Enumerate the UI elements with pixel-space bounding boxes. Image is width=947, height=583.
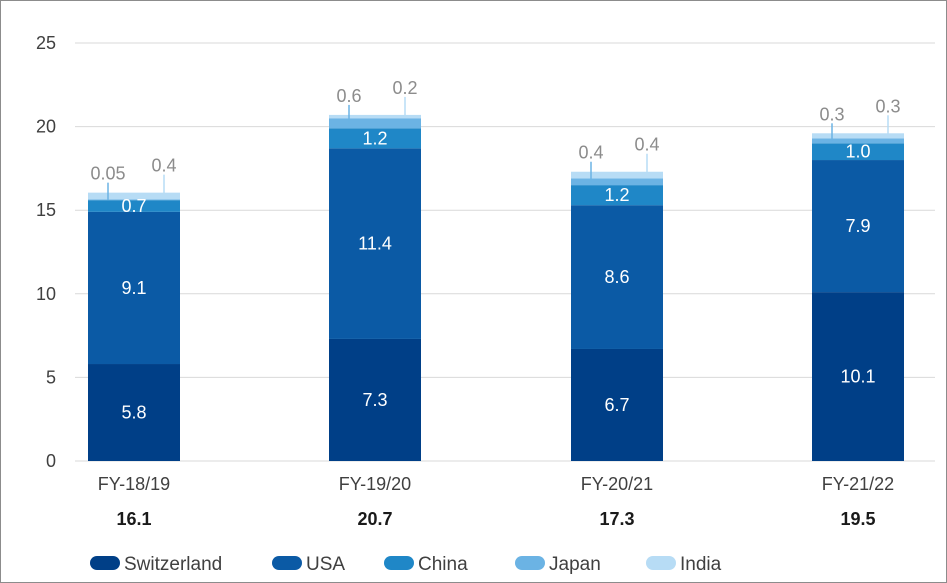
bar-segment: [571, 205, 663, 349]
legend-swatch: [272, 556, 302, 570]
legend-swatch: [90, 556, 120, 570]
bar-segment: [329, 114, 421, 119]
bar-segment: [571, 348, 663, 461]
legend-label: China: [418, 554, 468, 575]
data-label: 1.0: [845, 142, 870, 162]
data-label: 1.2: [362, 128, 387, 148]
data-label: 0.7: [121, 196, 146, 216]
total-label: 16.1: [116, 509, 151, 529]
total-label: 20.7: [357, 509, 392, 529]
bar-segment: [571, 171, 663, 179]
x-tick-label: FY-19/20: [339, 474, 411, 494]
bar-segment: [329, 118, 421, 129]
total-label: 17.3: [599, 509, 634, 529]
y-tick-label: 15: [36, 200, 56, 220]
x-tick-label: FY-18/19: [98, 474, 170, 494]
x-tick-label: FY-21/22: [822, 474, 894, 494]
data-label: 9.1: [121, 278, 146, 298]
data-label: 5.8: [121, 403, 146, 423]
data-label: 11.4: [358, 234, 392, 254]
data-label: 0.3: [875, 96, 900, 116]
data-label: 7.3: [362, 390, 387, 410]
data-label: 0.6: [336, 86, 361, 106]
bar-segment: [329, 128, 421, 149]
data-label: 7.9: [845, 216, 870, 236]
legend-swatch: [384, 556, 414, 570]
data-label: 0.3: [819, 104, 844, 124]
legend-label: India: [680, 554, 722, 575]
data-label: 10.1: [840, 367, 875, 387]
data-label: 0.4: [151, 156, 176, 176]
legend-swatch: [646, 556, 676, 570]
x-tick-label: FY-20/21: [581, 474, 653, 494]
bar-segment: [329, 148, 421, 339]
y-tick-label: 10: [36, 284, 56, 304]
bar-segment: [329, 338, 421, 461]
data-label: 0.05: [90, 164, 125, 184]
legend-label: Switzerland: [124, 554, 222, 575]
data-label: 0.4: [578, 143, 603, 163]
bar-segment: [812, 292, 904, 461]
legend-label: Japan: [549, 554, 601, 575]
bar-segment: [88, 192, 180, 200]
legend-swatch: [515, 556, 545, 570]
bar-segment: [88, 211, 180, 365]
data-label: 8.6: [604, 267, 629, 287]
bar-segment: [812, 143, 904, 161]
data-label: 6.7: [604, 395, 629, 415]
bar-segment: [812, 160, 904, 293]
bar-segment: [571, 178, 663, 186]
legend-label: USA: [306, 554, 345, 575]
bar-segment: [812, 138, 904, 144]
bar-segment: [88, 199, 180, 201]
data-label: 0.2: [392, 78, 417, 98]
y-tick-label: 20: [36, 117, 56, 137]
bar-segment: [812, 133, 904, 139]
bar-segment: [88, 364, 180, 461]
data-label: 0.4: [634, 135, 659, 155]
bar-segment: [88, 200, 180, 212]
data-label: 1.2: [604, 185, 629, 205]
y-tick-label: 0: [46, 451, 56, 471]
y-tick-label: 25: [36, 33, 56, 53]
y-tick-label: 5: [46, 367, 56, 387]
bar-segment: [571, 185, 663, 206]
total-label: 19.5: [840, 509, 875, 529]
